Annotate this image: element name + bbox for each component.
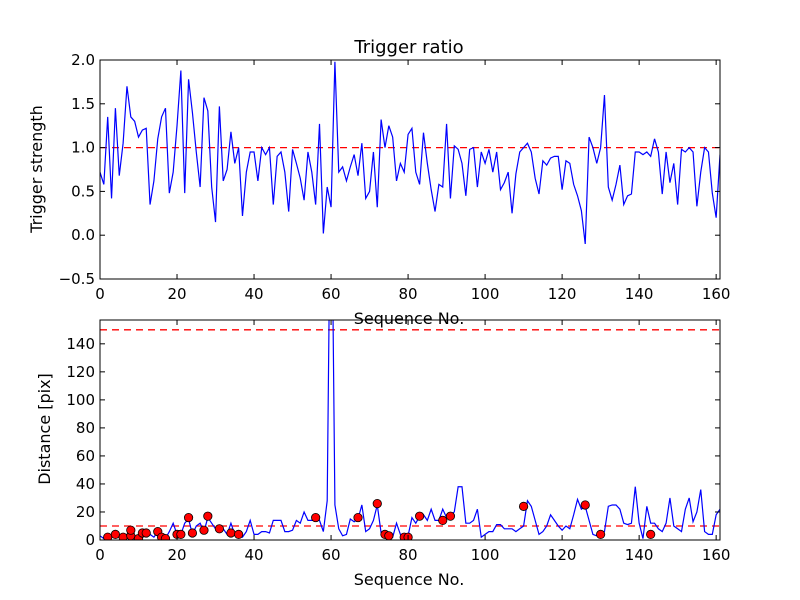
top-y-tick-label: 1.0 [71,139,95,157]
top-x-axis-label: Sequence No. [354,309,465,328]
bottom-x-tick-label: 80 [399,546,418,564]
bottom-marker-13 [183,512,194,523]
bottom-axes-frame [99,319,721,541]
bottom-marker-12 [176,529,186,539]
bottom-x-tick-label: 160 [702,546,731,564]
bottom-marker-27 [415,511,425,521]
bottom-y-tick-label: 60 [76,447,95,465]
bottom-y-tick-label: 140 [66,335,95,353]
bottom-marker-4 [126,525,136,535]
bottom-x-tick-label: 20 [167,546,186,564]
bottom-marker-14 [187,528,198,538]
bottom-marker-16 [203,511,213,521]
top-series-line-0 [100,61,720,245]
bottom-marker-17 [214,524,224,534]
bottom-y-tick-label: 80 [76,419,95,437]
bottom-marker-29 [445,511,456,521]
bottom-marker-18 [226,528,236,538]
top-y-tick-label: 0.0 [71,226,95,244]
bottom-marker-1 [110,529,121,539]
bottom-marker-24 [384,531,394,540]
bottom-x-tick-label: 140 [625,546,654,564]
top-y-tick-label: −0.5 [59,270,95,288]
bottom-x-tick-label: 40 [244,546,263,564]
bottom-marker-22 [372,498,382,509]
bottom-marker-15 [199,525,209,535]
bottom-y-tick-label: 40 [76,475,95,493]
bottom-series-line-0 [100,320,720,540]
top-plot-area [100,61,720,245]
bottom-y-tick-label: 100 [66,391,95,409]
top-y-axis-label: Trigger strength [27,105,46,234]
top-y-tick-label: 1.5 [71,95,95,113]
bottom-marker-33 [646,529,656,539]
top-x-tick-label: 40 [244,285,263,303]
bottom-marker-21 [353,512,363,523]
bottom-marker-20 [311,512,321,523]
top-axes-frame [99,59,721,280]
top-y-tick-label: 0.5 [71,182,95,200]
top-x-tick-label: 160 [702,285,731,303]
bottom-y-tick-label: 20 [76,503,95,521]
bottom-y-tick-label: 0 [85,531,95,549]
bottom-x-tick-label: 60 [322,546,341,564]
top-x-tick-label: 140 [625,285,654,303]
chart-title: Trigger ratio [353,37,463,58]
bottom-marker-19 [234,529,244,539]
bottom-x-axis-label: Sequence No. [354,570,465,589]
bottom-marker-30 [519,501,529,511]
bottom-y-axis-label: Distance [pix] [35,373,54,485]
bottom-marker-7 [141,528,151,538]
bottom-marker-28 [438,515,448,525]
top-x-tick-label: 80 [399,285,418,303]
bottom-x-tick-label: 120 [548,546,577,564]
top-x-tick-label: 60 [322,285,341,303]
bottom-marker-31 [580,500,590,510]
bottom-marker-32 [596,529,606,539]
bottom-x-tick-label: 100 [471,546,500,564]
top-x-tick-label: 100 [471,285,500,303]
bottom-x-tick-label: 0 [95,546,105,564]
bottom-y-tick-label: 120 [66,363,95,381]
top-x-tick-label: 120 [548,285,577,303]
bottom-plot-area [100,320,720,540]
top-y-tick-label: 2.0 [71,51,95,69]
top-x-tick-label: 20 [167,285,186,303]
top-x-tick-label: 0 [95,285,105,303]
bottom-marker-10 [160,534,171,540]
